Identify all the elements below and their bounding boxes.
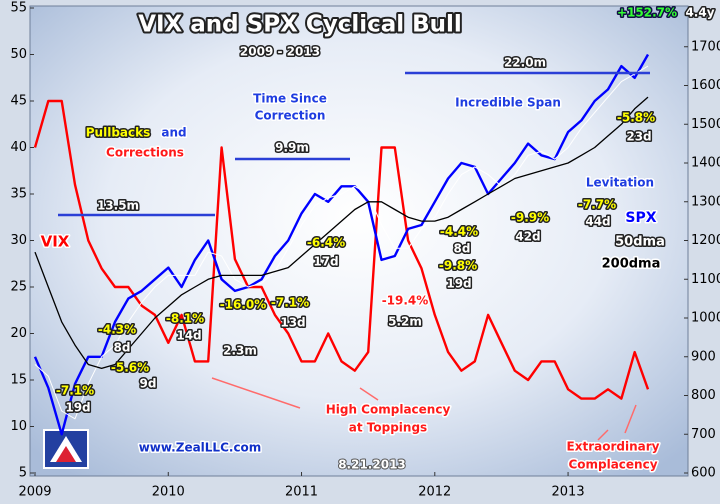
annotation: 42d: [515, 230, 540, 244]
annotation: -6.4%: [307, 236, 345, 250]
annotation: -5.8%: [617, 111, 655, 125]
y-tick-label: 50: [10, 47, 27, 62]
series-line: [33, 99, 650, 400]
annotation: -5.6%: [111, 361, 149, 375]
annotation: 5.2m: [388, 315, 422, 329]
annotation: 13.5m: [97, 199, 139, 213]
y-tick-label: 20: [10, 326, 27, 341]
y-tick-label: 5: [19, 466, 27, 481]
annotation: -7.1%: [271, 296, 309, 310]
x-tick-label: 2013: [552, 485, 585, 500]
annotation: 19d: [65, 401, 90, 415]
legend-label: VIX: [41, 233, 70, 251]
annotation-layer: VIX SPX 50dma 200dma +152.7% 4.4y Pullbacks and…: [39, 4, 716, 473]
annotation: Complacency: [568, 458, 657, 472]
series-line: [34, 65, 649, 420]
annotation: 4.4y: [685, 6, 714, 20]
annotation: 44d: [585, 215, 610, 229]
logo: [43, 429, 89, 469]
y2-tick-label: 1500: [691, 117, 720, 132]
y-tick-label: 10: [10, 419, 27, 434]
series-line: [34, 96, 649, 370]
legend-label: SPX: [625, 210, 656, 226]
annotation: www.ZealLLC.com: [139, 441, 262, 455]
annotation: -4.3%: [98, 323, 136, 337]
y2-tick-label: 1100: [691, 272, 720, 287]
annotation: 19d: [446, 277, 471, 291]
x-tick-label: 2009: [18, 485, 51, 500]
series-line: [33, 53, 650, 436]
pointer-line: [211, 377, 301, 409]
annotation: Extraordinary: [567, 440, 660, 454]
y2-tick-label: 1700: [691, 39, 720, 54]
annotation: Pullbacks: [86, 126, 151, 140]
annotation: and: [161, 126, 186, 140]
y2-tick-label: 800: [691, 388, 716, 403]
y2-tick-label: 1000: [691, 311, 720, 326]
annotation: Corrections: [106, 146, 184, 160]
y-tick-label: 55: [10, 1, 27, 16]
x-tick-label: 2011: [285, 485, 318, 500]
annotation: 8d: [454, 242, 471, 256]
x-tick-label: 2012: [418, 485, 451, 500]
pointer-line: [597, 429, 609, 441]
annotation: 17d: [313, 255, 338, 269]
annotation: High Complacency: [326, 403, 451, 417]
y2-tick-label: 700: [691, 427, 716, 442]
annotation: 2.3m: [223, 344, 257, 358]
annotation: 8.21.2013: [338, 458, 406, 472]
annotation: 8d: [114, 341, 131, 355]
annotation: Correction: [255, 109, 326, 123]
y-tick-label: 30: [10, 233, 27, 248]
annotation: 14d: [176, 329, 201, 343]
annotation: -7.1%: [56, 384, 94, 398]
pointer-line: [359, 387, 379, 401]
y2-tick-label: 900: [691, 349, 716, 364]
y2-tick-label: 1600: [691, 78, 720, 93]
y-tick-label: 45: [10, 94, 27, 109]
annotation: at Toppings: [349, 421, 427, 435]
x-tick-label: 2010: [152, 485, 185, 500]
y-tick-label: 40: [10, 140, 27, 155]
annotation: -16.0%: [220, 298, 267, 312]
annotation: +152.7%: [617, 6, 677, 20]
y2-tick-label: 600: [691, 466, 716, 481]
annotation: -9.8%: [439, 259, 477, 273]
legend-label: 50dma: [615, 235, 665, 250]
annotation: Levitation: [586, 176, 654, 190]
y2-tick-label: 1200: [691, 233, 720, 248]
annotation: -9.9%: [511, 211, 549, 225]
y2-tick-label: 1400: [691, 156, 720, 171]
y-tick-label: 15: [10, 373, 27, 388]
y2-tick-label: 1300: [691, 194, 720, 209]
y-tick-label: 25: [10, 280, 27, 295]
annotation: 22.0m: [504, 56, 546, 70]
annotation: 13d: [280, 316, 305, 330]
legend-label: 200dma: [602, 257, 661, 272]
annotation: 9.9m: [275, 141, 309, 155]
annotation: Time Since: [253, 92, 327, 106]
annotation: -4.4%: [440, 225, 478, 239]
annotation: -7.7%: [578, 198, 616, 212]
series-layer: [33, 53, 650, 436]
annotation: -19.4%: [382, 294, 429, 308]
y-tick-label: 35: [10, 187, 27, 202]
chart-title: VIX and SPX Cyclical Bull: [138, 12, 462, 38]
annotation: 23d: [626, 130, 651, 144]
annotation: Incredible Span: [455, 96, 561, 110]
chart-subtitle: 2009 - 2013: [240, 45, 320, 59]
annotation: 9d: [140, 377, 157, 391]
pointer-line: [624, 404, 637, 434]
annotation: -8.1%: [166, 312, 204, 326]
